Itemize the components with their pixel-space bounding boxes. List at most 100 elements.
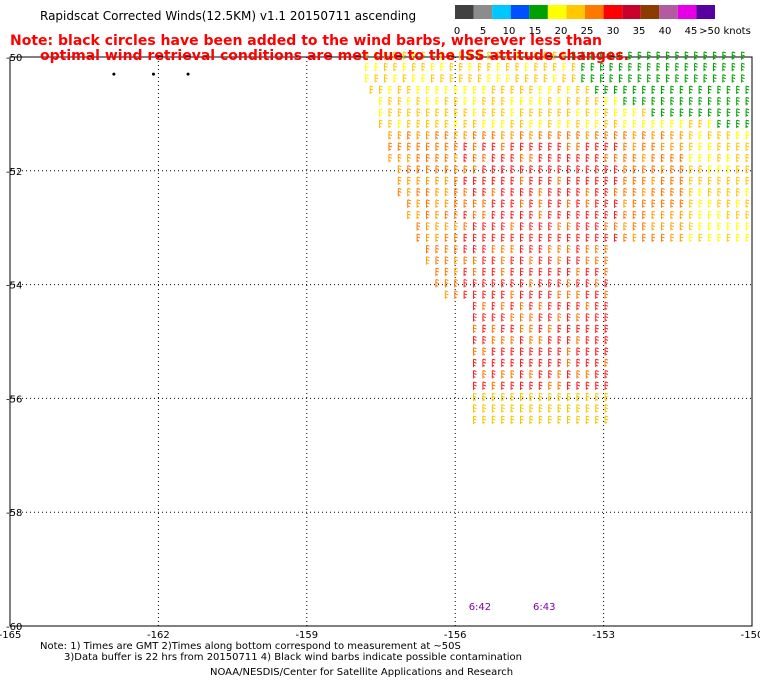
wind-barb [613,108,618,117]
wind-barb [595,165,599,174]
wind-barb [426,119,430,129]
wind-barb [548,142,552,151]
wind-barb [604,358,609,368]
wind-barb [660,210,665,220]
wind-barb [717,199,722,208]
wind-barb [613,199,618,208]
wind-barb [444,244,449,254]
wind-barb [501,119,505,129]
wind-barb [736,119,740,129]
wind-barb [529,165,534,174]
wind-barb [454,131,458,140]
wind-barb [590,51,595,60]
wind-barb [632,142,637,151]
wind-barb [566,415,571,425]
wind-barb [444,142,449,151]
wind-barb [585,176,590,186]
wind-barb [538,335,543,345]
wind-barb [482,187,487,197]
wind-barb [510,381,515,390]
wind-barb [632,176,637,186]
wind-barb [388,96,393,106]
wind-barb [397,165,402,174]
wind-barb [538,313,543,322]
wind-barb [566,85,571,94]
wind-barb [435,142,440,151]
wind-barb [689,85,693,94]
wind-barb [435,187,440,197]
legend-label: 15 [529,26,542,37]
wind-barb [454,244,458,254]
wind-barb [519,108,524,117]
wind-barb [651,153,656,163]
wind-barb [529,370,534,379]
wind-barb [397,96,402,106]
wind-barb [529,85,534,94]
wind-barb [618,62,623,72]
wind-barb [501,301,505,311]
wind-barb [501,324,505,333]
y-tick-label: -52 [6,167,22,178]
wind-barb [435,244,440,254]
wind-barb [585,108,590,117]
wind-barb [557,313,562,322]
wind-barb [707,85,712,94]
wind-barb [388,119,393,129]
wind-barb [548,108,552,117]
wind-barb [637,62,642,72]
wind-barb [660,85,665,94]
wind-barb [487,62,492,72]
wind-barb [473,187,477,197]
wind-barb [491,153,496,163]
wind-barb [463,165,468,174]
wind-barb [510,187,515,197]
wind-barb [745,165,750,174]
wind-barb [651,142,656,151]
wind-barb [538,176,543,186]
wind-barb [548,392,552,402]
wind-barb [548,301,552,311]
wind-barb [642,96,646,106]
wind-barb [562,74,567,83]
wind-barb [595,256,599,265]
wind-barb [538,347,543,356]
wind-barb [491,187,496,197]
wind-barb [698,222,703,231]
wind-barb [576,187,581,197]
wind-barb [694,51,698,60]
wind-barb [679,119,684,129]
wind-barb [435,210,440,220]
time-label: 6:43 [533,602,555,613]
wind-barb [642,119,646,129]
wind-barb [416,210,421,220]
wind-barb [576,222,581,231]
wind-barb [642,199,646,208]
wind-barb [510,85,515,94]
wind-barb [656,74,661,83]
wind-barb [473,199,477,208]
wind-barb [534,62,538,72]
wind-barb [585,381,590,390]
wind-barb [707,165,712,174]
wind-barb [632,96,637,106]
wind-barb [651,187,656,197]
wind-barb [435,85,440,94]
wind-barb [463,256,468,265]
wind-barb [585,142,590,151]
wind-barb [529,142,534,151]
wind-barb [444,199,449,208]
wind-barb [454,108,458,117]
wind-barb [604,142,609,151]
wind-barb [501,176,505,186]
wind-barb [365,74,369,83]
wind-barb [736,199,740,208]
wind-barb [623,85,628,94]
wind-barb [529,233,534,242]
wind-barb [722,51,726,60]
wind-barb [576,267,581,277]
wind-barb [412,62,416,72]
wind-barb [595,290,599,299]
wind-barb [501,392,505,402]
wind-barb [529,278,534,288]
wind-barb [426,210,430,220]
